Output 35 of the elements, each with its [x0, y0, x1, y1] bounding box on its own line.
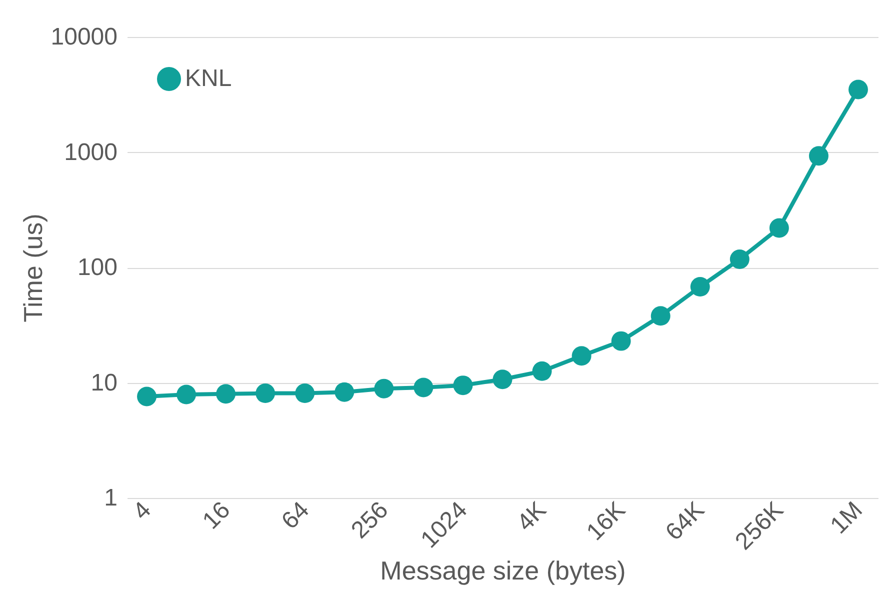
point [176, 384, 196, 404]
point [611, 331, 631, 351]
y-axis-title: Time (us) [18, 214, 48, 322]
point [848, 80, 868, 100]
point [808, 146, 828, 166]
point [334, 382, 354, 402]
point [453, 376, 473, 396]
point [295, 384, 315, 404]
point [216, 384, 236, 404]
point [137, 386, 157, 406]
legend-label: KNL [185, 65, 232, 92]
y-tick-label: 1 [104, 484, 118, 512]
point [532, 361, 552, 381]
point [650, 306, 670, 326]
point [690, 277, 710, 297]
point [256, 384, 276, 404]
x-tick-label: 64 [276, 496, 315, 535]
x-tick-label: 4K [512, 496, 552, 536]
point [374, 378, 394, 398]
y-tick-label: 1000 [64, 138, 118, 166]
y-tick-label: 10 [90, 369, 118, 396]
x-tick-label: 64K [660, 496, 710, 546]
x-tick-label: 256 [346, 496, 394, 544]
point [492, 370, 512, 390]
y-tick-label: 10000 [50, 24, 118, 50]
x-tick-label: 16K [581, 496, 631, 546]
point [414, 378, 434, 398]
point [572, 346, 592, 366]
point [730, 249, 750, 269]
x-tick-label: 16 [198, 496, 236, 535]
x-axis-title: Message size (bytes) [380, 556, 626, 586]
x-tick-label: 4 [128, 496, 156, 526]
y-tick-label: 100 [77, 254, 118, 281]
x-tick-label: 1M [825, 496, 868, 540]
point [769, 218, 789, 238]
